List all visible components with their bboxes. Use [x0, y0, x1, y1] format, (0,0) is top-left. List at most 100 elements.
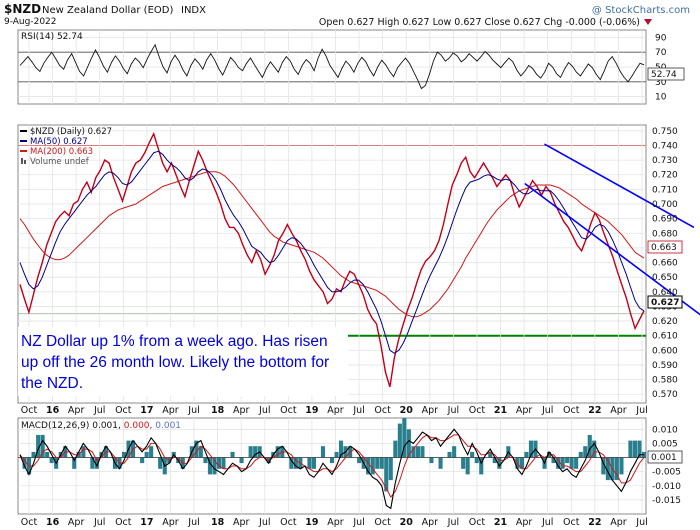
- price-y-tick-label: 0.580: [652, 376, 678, 386]
- price-y-tick-label: 0.740: [652, 141, 678, 151]
- x-tick-label: Oct: [469, 517, 486, 528]
- macd-histogram-bar: [628, 440, 633, 458]
- macd-histogram-bar: [461, 457, 466, 469]
- price-y-tick-label: 0.660: [652, 259, 678, 269]
- macd-histogram-bar: [470, 451, 475, 458]
- price-y-tick-label: 0.680: [652, 229, 678, 239]
- x-tick-label: 21: [494, 517, 507, 528]
- x-tick-label: Jul: [635, 517, 647, 528]
- x-tick-label: Oct: [21, 517, 38, 528]
- macd-histogram-bar: [388, 457, 393, 481]
- legend-label: $NZD (Daily) 0.627: [30, 127, 112, 137]
- macd-histogram-bar: [393, 440, 398, 458]
- macd-histogram-bar: [311, 457, 316, 469]
- macd-histogram-bar: [49, 457, 54, 464]
- macd-histogram-bar: [637, 440, 642, 458]
- macd-histogram-bar: [587, 434, 592, 458]
- annotation-line-2: up off the 26 month low. Likely the bott…: [21, 354, 329, 371]
- x-tick-label: Apr: [610, 517, 627, 528]
- macd-histogram-bar: [357, 457, 362, 464]
- macd-histogram-bar: [216, 457, 221, 469]
- price-y-axis: 0.750 0.740 0.730 0.720 0.710 0.700 0.690 0.680…: [652, 127, 678, 400]
- macd-histogram-bar: [402, 418, 407, 458]
- macd-value-1: 0.001,: [92, 421, 121, 431]
- x-tick-label: Oct: [374, 517, 391, 528]
- macd-histogram-bar: [45, 451, 50, 458]
- macd-histogram-bar: [619, 457, 624, 475]
- volume-icon: [24, 160, 26, 164]
- rsi-lines: [19, 43, 645, 90]
- x-tick-label: 16: [46, 517, 60, 528]
- macd-histogram-bar: [40, 434, 45, 458]
- price-y-tick-label: 0.720: [652, 171, 678, 181]
- ma200-line: [19, 171, 645, 318]
- macd-lines: [18, 418, 647, 510]
- x-tick-label: Oct: [280, 517, 297, 528]
- x-tick-label: Jul: [258, 405, 270, 416]
- macd-histogram-bar: [397, 423, 402, 458]
- x-tick-label: Oct: [563, 405, 580, 416]
- x-tick-label: Apr: [327, 405, 344, 416]
- x-tick-label: Jul: [447, 517, 459, 528]
- macd-histogram-bar: [370, 457, 375, 475]
- price-y-tick-label: 0.750: [652, 127, 678, 137]
- rsi-y-tick-label: 90: [655, 33, 667, 43]
- rsi-y-tick-label: 70: [655, 48, 667, 58]
- legend-label: MA(50) 0.627: [30, 137, 88, 147]
- x-tick-label: Apr: [233, 517, 250, 528]
- macd-histogram-bar: [253, 446, 258, 458]
- macd-histogram-bar: [81, 446, 86, 458]
- price-y-tick-label: 0.700: [652, 200, 678, 210]
- macd-histogram-bar: [293, 457, 298, 469]
- x-tick-label: 17: [140, 405, 153, 416]
- macd-histogram-bar: [22, 457, 27, 469]
- macd-histogram-bar: [289, 457, 294, 469]
- price-y-tick-label: 0.590: [652, 361, 678, 371]
- x-tick-label: Jul: [541, 405, 553, 416]
- macd-histogram-bar: [411, 446, 416, 458]
- x-axis-labels-macd: Oct 16 Apr Jul Oct 17 Apr Jul 18 Apr Jul Oct 19 Apr Ju…: [21, 517, 648, 528]
- x-tick-label: Jul: [93, 405, 105, 416]
- x-tick-label: 19: [305, 517, 318, 528]
- macd-value-2: 0.000,: [124, 421, 153, 431]
- symbol-label: $NZD: [4, 2, 41, 16]
- macd-histogram-bar: [488, 451, 493, 458]
- macd-histogram-bar: [248, 446, 253, 458]
- ma200-value-text: 0.663: [651, 243, 677, 253]
- x-tick-label: Jul: [352, 405, 364, 416]
- macd-histogram-bar: [207, 457, 212, 475]
- macd-histogram-bar: [420, 446, 425, 458]
- rsi-value-text: 52.74: [651, 70, 677, 80]
- macd-histogram-bar: [429, 457, 434, 464]
- x-tick-label: Apr: [162, 405, 179, 416]
- x-tick-label: Oct: [115, 405, 132, 416]
- x-tick-label: Jul: [352, 517, 364, 528]
- x-tick-label: Jul: [93, 517, 105, 528]
- legend-label: Volume undef: [30, 157, 90, 167]
- legend-label: MA(200) 0.663: [30, 147, 93, 157]
- macd-histogram-bar: [474, 457, 479, 464]
- macd-y-tick-label: 0.010: [652, 425, 678, 435]
- macd-histogram-bar: [578, 451, 583, 458]
- macd-histogram-bar: [574, 457, 579, 469]
- macd-histogram-bar: [366, 457, 371, 475]
- x-tick-label: Oct: [374, 405, 391, 416]
- instrument-name: New Zealand Dollar (EOD): [42, 5, 173, 16]
- price-y-tick-label: 0.610: [652, 332, 678, 342]
- macd-histogram-bar: [415, 446, 420, 458]
- macd-histogram-bar: [465, 457, 470, 475]
- price-y-tick-label: 0.690: [652, 215, 678, 225]
- x-tick-label: Apr: [516, 405, 533, 416]
- x-tick-label: Apr: [422, 405, 439, 416]
- x-tick-label: Jul: [258, 517, 270, 528]
- x-tick-label: 21: [494, 405, 507, 416]
- rsi-y-tick-label: 10: [655, 93, 667, 103]
- x-tick-label: 17: [140, 517, 153, 528]
- macd-histogram-bar: [592, 440, 597, 458]
- macd-histogram-bar: [551, 457, 556, 464]
- macd-histogram-bar: [275, 446, 280, 458]
- ma200-value-badge: [647, 240, 683, 254]
- x-tick-label: 20: [400, 405, 414, 416]
- price-value-text: 0.627: [651, 298, 679, 308]
